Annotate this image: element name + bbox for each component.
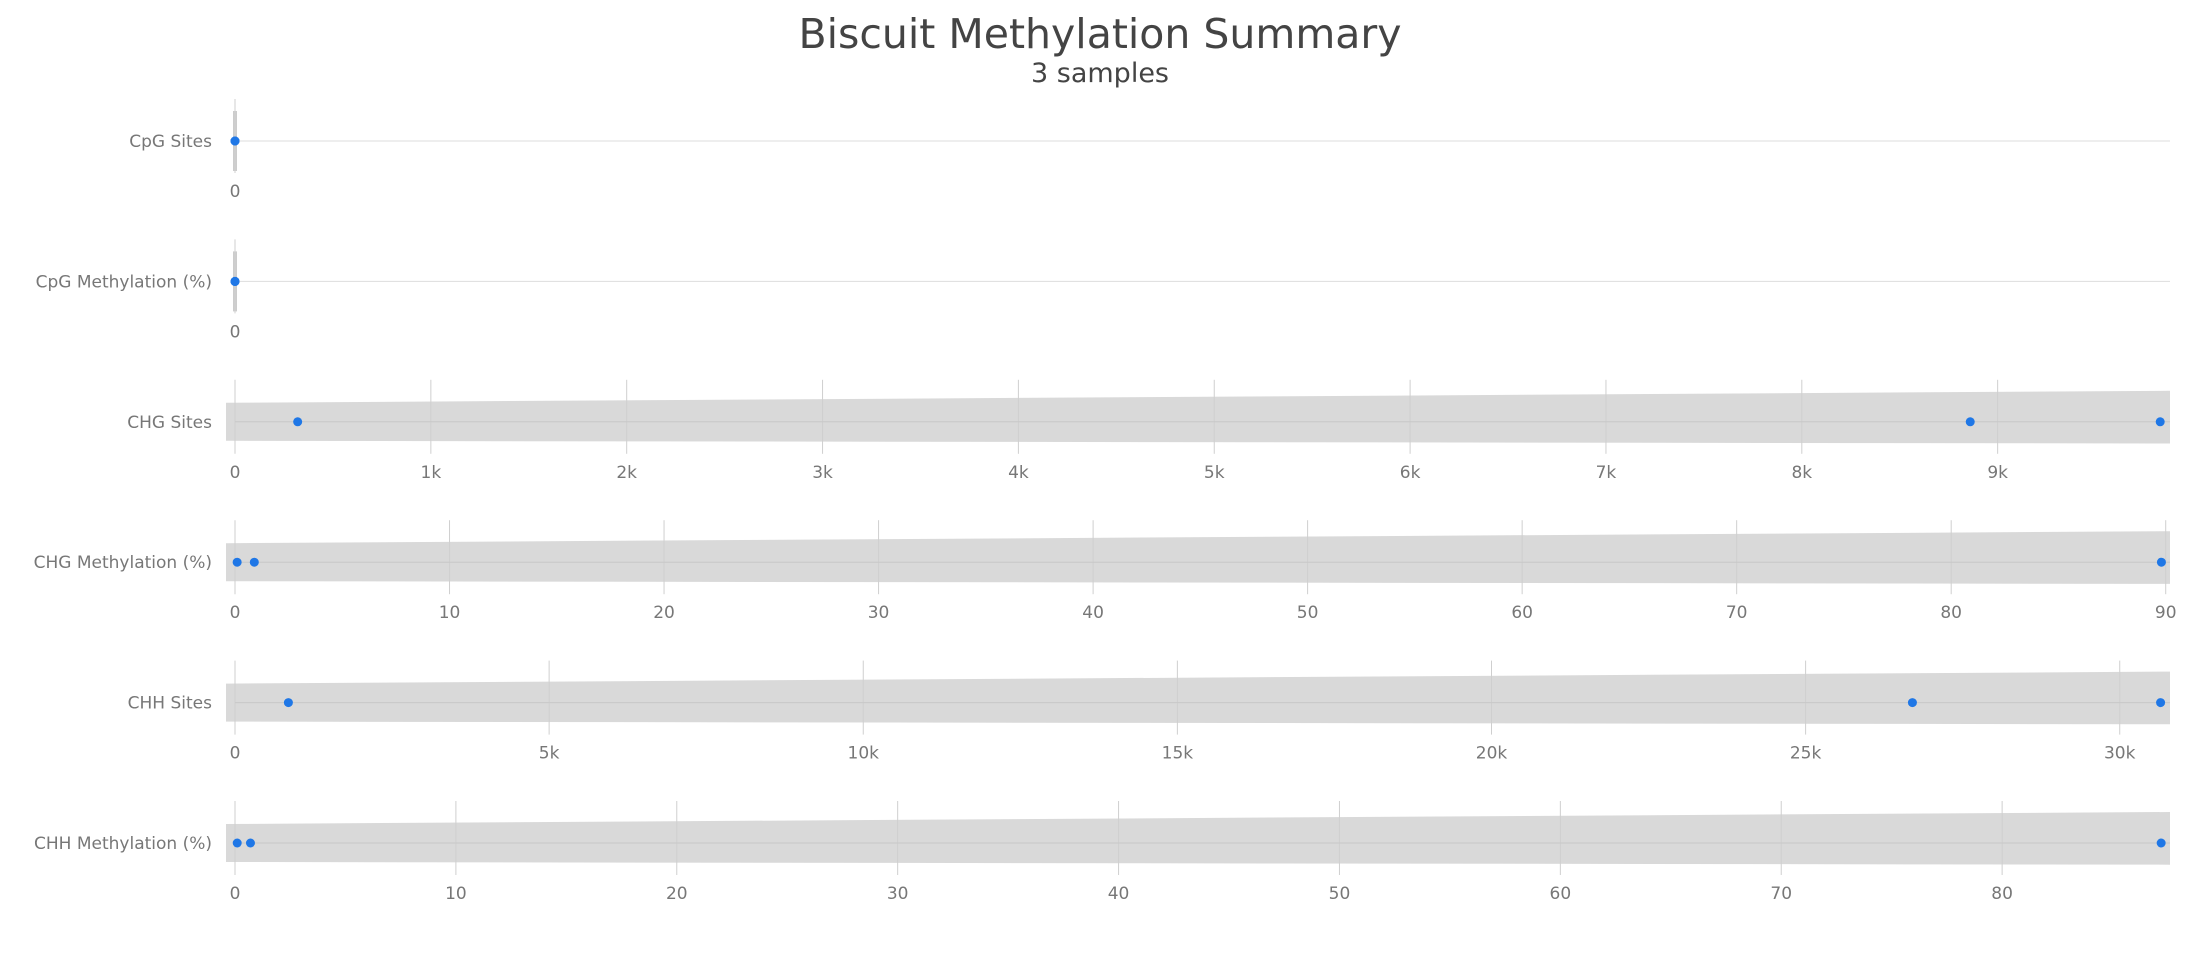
data-point <box>2156 838 2166 848</box>
data-point <box>232 838 242 848</box>
tick-label: 40 <box>1082 603 1104 623</box>
data-point <box>2156 557 2166 567</box>
tick-label: 8k <box>1791 463 1812 483</box>
row-label: CHG Sites <box>127 413 212 433</box>
tick-label: 10k <box>848 744 880 764</box>
tick-label: 4k <box>1008 463 1029 483</box>
tick-label: 20 <box>653 603 675 623</box>
tick-label: 30k <box>2104 744 2136 764</box>
data-point <box>2156 698 2166 708</box>
row-label: CHG Methylation (%) <box>34 553 212 573</box>
tick-label: 60 <box>1511 603 1533 623</box>
tick-label: 0 <box>230 182 241 202</box>
tick-label: 80 <box>1991 884 2013 904</box>
row-label: CHH Sites <box>128 694 212 714</box>
chart-row: 0 10 20 30 40 50 60 70 80 90 CHG Methylation (%) <box>34 520 2177 623</box>
tick-label: 0 <box>230 463 241 483</box>
violin-shape <box>226 812 2170 865</box>
data-point <box>230 276 240 286</box>
tick-label: 3k <box>812 463 833 483</box>
tick-label: 70 <box>1770 884 1792 904</box>
data-point <box>232 557 242 567</box>
tick-label: 0 <box>230 884 241 904</box>
data-point <box>249 557 259 567</box>
row-label: CpG Methylation (%) <box>36 272 212 292</box>
tick-label: 30 <box>887 884 909 904</box>
row-label: CHH Methylation (%) <box>34 834 212 854</box>
chart-subtitle: 3 samples <box>1031 58 1169 89</box>
violin-shape <box>226 390 2170 444</box>
tick-label: 0 <box>230 744 241 764</box>
tick-label: 2k <box>616 463 637 483</box>
chart-row: 0 CpG Methylation (%) <box>36 239 2170 342</box>
tick-label: 20k <box>1476 744 1508 764</box>
tick-label: 60 <box>1550 884 1572 904</box>
row-label: CpG Sites <box>129 132 212 152</box>
violin-shape <box>226 531 2170 584</box>
tick-label: 10 <box>439 603 461 623</box>
tick-label: 0 <box>230 322 241 342</box>
data-point <box>283 698 293 708</box>
data-point <box>1907 698 1917 708</box>
tick-label: 7k <box>1596 463 1617 483</box>
tick-label: 50 <box>1329 884 1351 904</box>
data-point <box>230 136 240 146</box>
chart-row: 0 CpG Sites <box>129 99 2170 202</box>
tick-label: 90 <box>2155 603 2177 623</box>
tick-label: 0 <box>230 603 241 623</box>
violin-shape <box>226 671 2170 725</box>
data-point <box>1965 417 1975 427</box>
tick-label: 80 <box>1940 603 1962 623</box>
tick-label: 40 <box>1108 884 1130 904</box>
tick-label: 5k <box>539 744 560 764</box>
tick-label: 70 <box>1726 603 1748 623</box>
tick-label: 20 <box>666 884 688 904</box>
tick-label: 10 <box>445 884 467 904</box>
tick-label: 1k <box>421 463 442 483</box>
data-point <box>245 838 255 848</box>
tick-label: 9k <box>1987 463 2008 483</box>
chart-row: 0 5k 10k 15k 20k 25k 30k CHH Sites <box>128 660 2170 764</box>
data-point <box>2155 417 2165 427</box>
data-point <box>293 417 303 427</box>
tick-label: 30 <box>868 603 890 623</box>
tick-label: 15k <box>1162 744 1194 764</box>
tick-label: 50 <box>1297 603 1319 623</box>
tick-label: 25k <box>1790 744 1822 764</box>
tick-label: 6k <box>1400 463 1421 483</box>
chart-row: 0 10 20 30 40 50 60 70 80 CHH Methylation (%) <box>34 801 2170 904</box>
chart-row: 0 1k 2k 3k 4k 5k 6k 7k 8k 9k CHG Sites <box>127 379 2170 483</box>
chart-title: Biscuit Methylation Summary <box>798 10 1402 58</box>
tick-label: 5k <box>1204 463 1225 483</box>
